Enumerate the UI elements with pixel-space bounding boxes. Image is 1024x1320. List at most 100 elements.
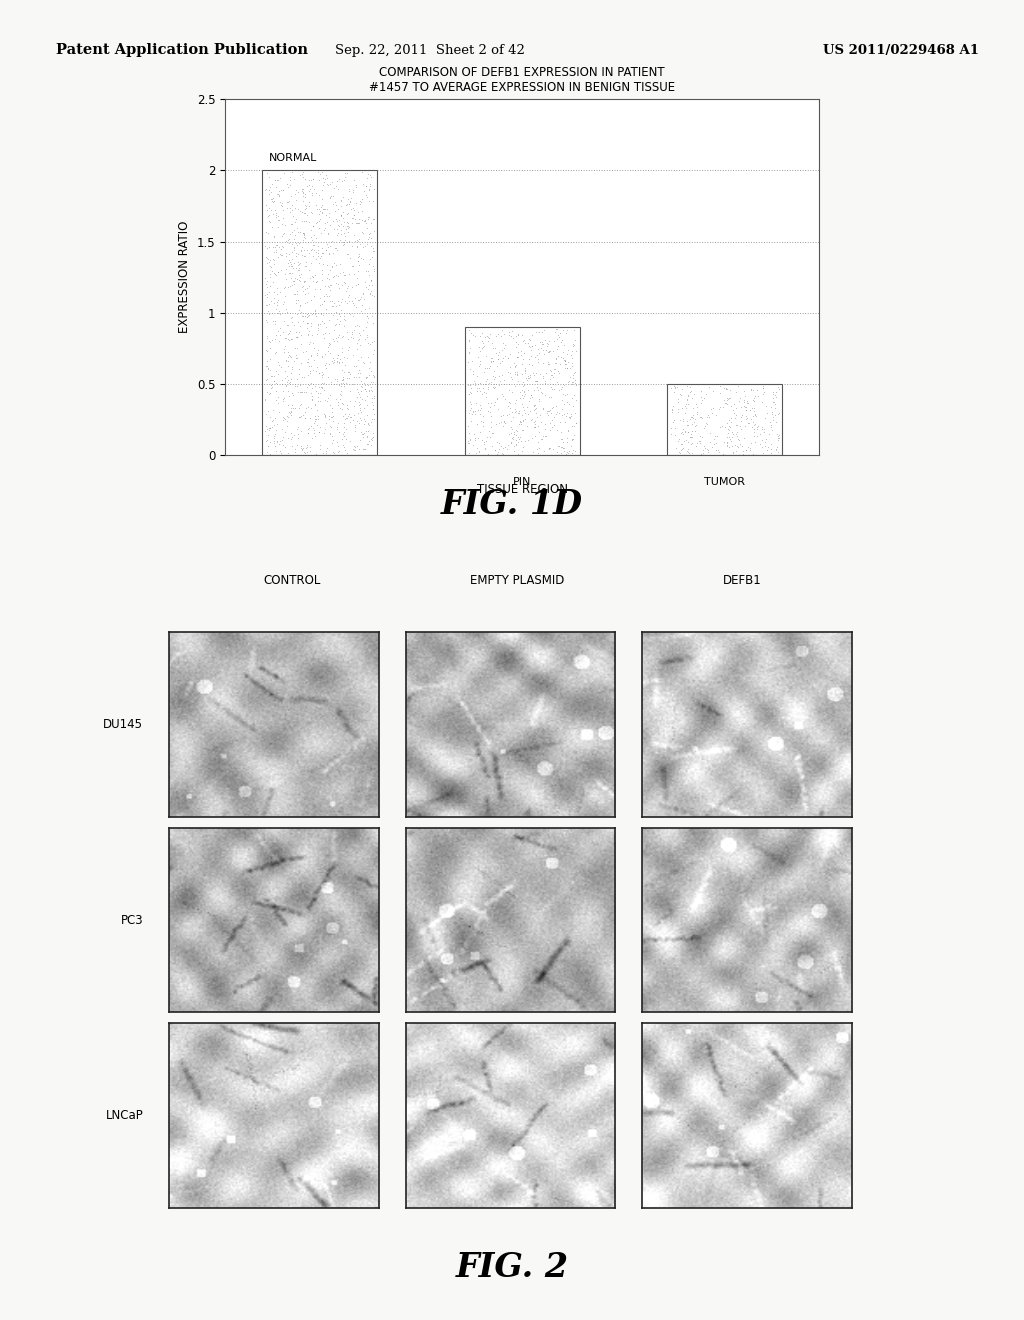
Point [721,416,737,437]
Point [559,358,575,379]
Point [514,348,530,370]
Point [276,214,293,235]
Point [365,392,381,413]
Point [737,440,754,461]
Point [306,420,323,441]
Point [741,412,758,433]
Point [492,375,508,396]
Point [266,433,283,454]
Point [300,174,316,195]
Point [564,333,581,354]
Point [263,366,280,387]
Point [263,189,280,210]
Point [278,376,294,397]
Point [283,186,299,207]
Point [758,396,774,417]
Point [288,337,304,358]
Point [292,294,308,315]
Point [358,366,375,387]
Point [306,178,323,199]
Point [285,384,301,405]
Point [509,403,525,424]
Point [479,376,496,397]
Point [282,371,298,392]
Point [566,362,583,383]
Point [267,177,284,198]
Point [545,367,561,388]
Point [718,379,734,400]
Point [284,234,300,255]
Point [318,437,335,458]
Point [259,441,275,462]
Point [536,426,552,447]
Point [545,374,561,395]
Point [319,236,336,257]
Point [295,182,311,203]
Point [699,440,716,461]
Point [297,228,313,249]
Point [693,385,710,407]
Point [347,275,364,296]
Point [292,375,308,396]
Point [515,375,531,396]
Point [686,411,702,432]
Point [285,194,301,215]
Point [543,364,559,385]
Point [524,408,541,429]
Point [306,239,323,260]
Point [261,281,278,302]
Point [322,279,338,300]
Point [678,429,694,450]
Point [309,317,326,338]
Point [315,199,332,220]
Point [691,432,708,453]
Point [331,277,347,298]
Point [282,251,298,272]
Point [332,397,348,418]
Point [341,178,357,199]
Point [329,264,345,285]
Point [559,432,575,453]
Point [297,194,313,215]
Point [519,380,536,401]
Point [265,226,282,247]
Point [469,366,485,387]
Point [351,209,368,230]
Point [308,356,325,378]
Point [319,391,336,412]
Point [300,418,316,440]
Point [506,424,522,445]
Point [351,335,368,356]
Point [757,408,773,429]
Point [759,440,775,461]
Point [464,351,480,372]
Point [274,370,291,391]
Point [261,407,278,428]
Point [268,432,285,453]
Point [259,238,275,259]
Point [357,176,374,197]
Point [283,308,299,329]
Point [735,381,752,403]
Point [340,216,356,238]
Point [274,193,291,214]
Point [665,412,681,433]
Point [537,345,553,366]
Point [324,172,340,193]
Point [311,434,328,455]
Point [303,202,319,223]
Point [675,418,691,440]
Point [273,430,290,451]
Point [549,441,565,462]
Point [343,327,359,348]
Point [299,306,315,327]
Point [338,347,354,368]
Point [289,434,305,455]
Point [535,399,551,420]
Point [565,319,582,341]
Point [289,218,305,239]
Point [340,276,356,297]
Point [308,271,325,292]
Point [528,407,545,428]
Point [503,422,519,444]
